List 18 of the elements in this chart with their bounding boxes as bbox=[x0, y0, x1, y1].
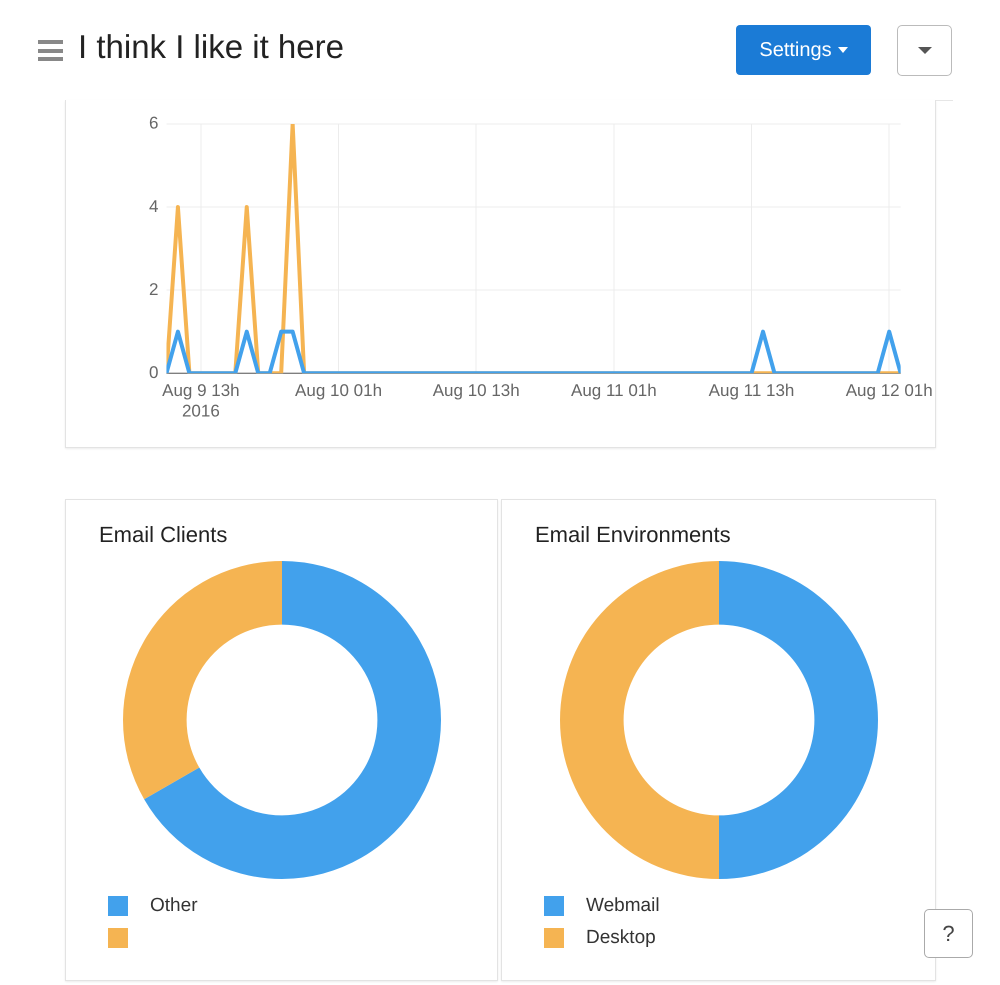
y-tick-label: 0 bbox=[148, 362, 158, 382]
chart-title: Email Clients bbox=[99, 522, 228, 548]
legend-label: Webmail bbox=[586, 895, 660, 917]
legend-label: Other bbox=[150, 895, 198, 917]
y-tick-label: 2 bbox=[148, 280, 158, 299]
x-tick-label: Aug 11 01h bbox=[571, 381, 657, 400]
y-tick-label: 4 bbox=[148, 196, 158, 216]
text: ? bbox=[924, 909, 973, 958]
x-tick-label: Aug 12 01h bbox=[846, 381, 933, 400]
chart-title: Email Environments bbox=[535, 522, 731, 548]
chart-title: I think I like it here bbox=[78, 28, 344, 66]
y-tick-label: 6 bbox=[148, 114, 158, 133]
x-tick-label: Aug 10 13h bbox=[432, 381, 520, 400]
text: Settings bbox=[736, 25, 871, 75]
x-tick-label: Aug 11 13h bbox=[708, 381, 794, 400]
legend-label: Desktop bbox=[586, 927, 656, 949]
x-tick-label: Aug 9 13h 2016 bbox=[162, 381, 240, 420]
x-tick-label: Aug 10 01h bbox=[295, 381, 382, 400]
